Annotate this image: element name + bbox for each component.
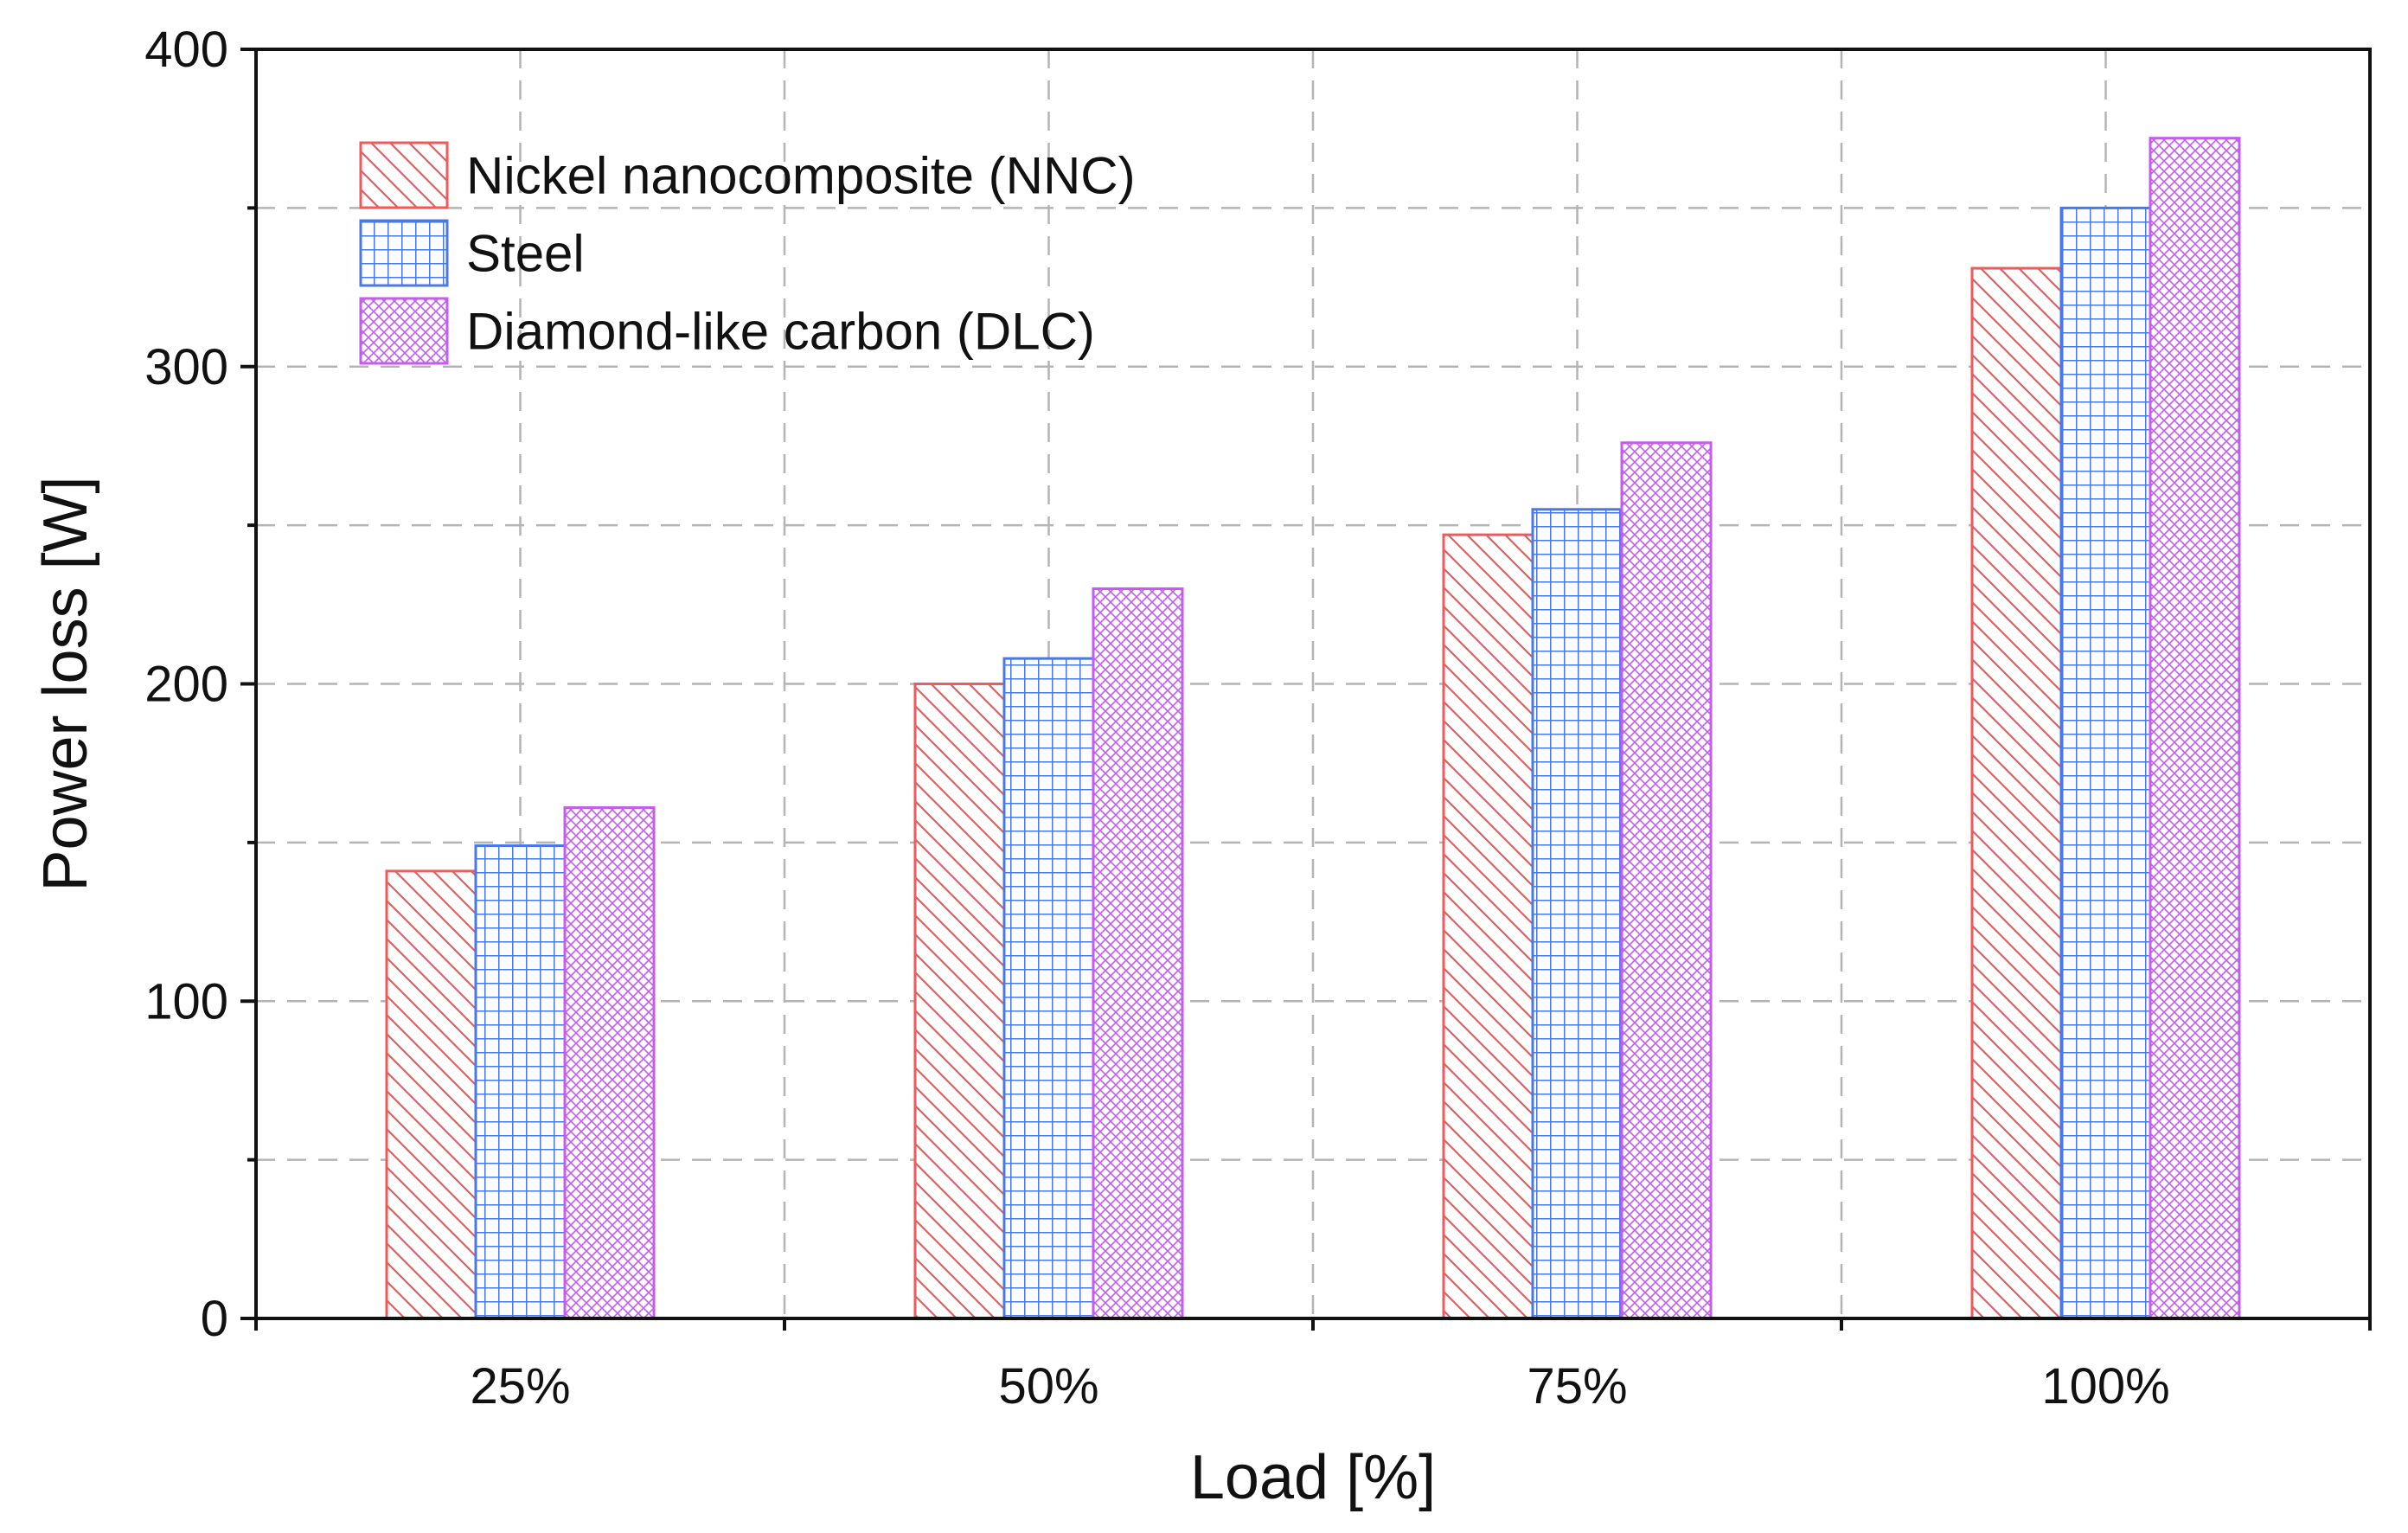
x-tick-label: 100% — [2041, 1358, 2169, 1414]
bar-nickel-nanocomposite-nnc-75pct — [1442, 533, 1534, 1320]
legend-swatch — [359, 141, 449, 209]
legend-label: Steel — [466, 225, 585, 283]
legend-label: Diamond-like carbon (DLC) — [466, 303, 1095, 361]
bar-nickel-nanocomposite-nnc-100pct — [1970, 266, 2063, 1320]
y-tick-label: 100 — [144, 973, 228, 1029]
bar-steel-50pct — [1002, 657, 1095, 1320]
x-tick-label: 75% — [1527, 1358, 1627, 1414]
bar-steel-25pct — [474, 844, 567, 1320]
y-tick-label: 200 — [144, 657, 228, 713]
tick-labels: 0 100 200 300 400 25% 50% 75% 100% — [144, 22, 2169, 1414]
bar-diamond-like-carbon-dlc-25pct — [563, 806, 656, 1320]
bar-nickel-nanocomposite-nnc-25pct — [385, 869, 477, 1320]
y-axis-title: Power loss [W] — [31, 476, 100, 891]
x-axis-title: Load [%] — [1190, 1443, 1436, 1512]
x-tick-label: 50% — [998, 1358, 1098, 1414]
bars — [385, 137, 2241, 1320]
bar-diamond-like-carbon-dlc-50pct — [1092, 587, 1184, 1320]
y-tick-label: 0 — [201, 1291, 228, 1347]
y-tick-label: 400 — [144, 22, 228, 78]
legend-swatch — [359, 219, 449, 287]
bar-nickel-nanocomposite-nnc-50pct — [913, 683, 1006, 1320]
bar-steel-75pct — [1531, 508, 1623, 1320]
bar-steel-100pct — [2059, 206, 2152, 1320]
legend-swatch — [359, 297, 449, 365]
bar-diamond-like-carbon-dlc-100pct — [2149, 137, 2241, 1320]
legend-item: Steel — [359, 219, 585, 287]
legend-item: Diamond-like carbon (DLC) — [359, 297, 1095, 365]
legend: Nickel nanocomposite (NNC) Steel Diamond-l… — [359, 141, 1136, 365]
axes — [240, 48, 2372, 1331]
x-tick-label: 25% — [470, 1358, 570, 1414]
legend-label: Nickel nanocomposite (NNC) — [466, 147, 1136, 205]
y-tick-label: 300 — [144, 339, 228, 395]
legend-item: Nickel nanocomposite (NNC) — [359, 141, 1136, 209]
bar-diamond-like-carbon-dlc-75pct — [1620, 441, 1713, 1320]
